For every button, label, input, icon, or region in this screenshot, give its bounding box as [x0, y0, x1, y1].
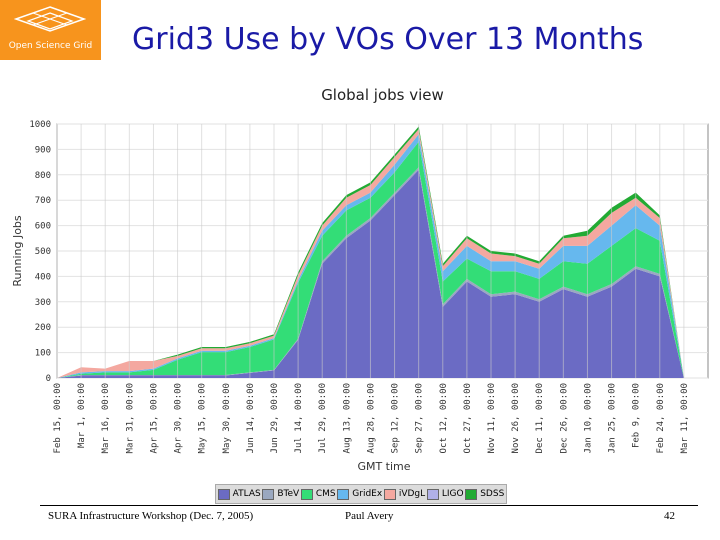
x-tick-label: Jun 29, 00:00 [270, 383, 280, 453]
x-tick-label: May 15, 00:00 [198, 383, 208, 453]
legend-swatch [465, 488, 478, 500]
legend-item-gridex: GridEx [337, 488, 383, 500]
x-tick-label: Aug 28, 00:00 [366, 383, 376, 453]
grid-logo-icon [14, 6, 86, 32]
x-tick-label: May 30, 00:00 [222, 383, 232, 453]
footer-workshop: SURA Infrastructure Workshop (Dec. 7, 20… [48, 510, 254, 522]
x-tick-label: Jan 10, 00:00 [583, 383, 593, 453]
legend-swatch [217, 488, 230, 500]
legend-swatch [300, 488, 313, 500]
legend-label: CMS [315, 489, 336, 499]
x-axis-label: GMT time [357, 460, 410, 473]
y-tick-label: 900 [35, 145, 51, 155]
legend-item-ligo: LIGO [426, 488, 464, 500]
x-tick-label: Feb 9, 00:00 [632, 383, 642, 448]
chart-legend: ATLAS BTeV CMS GridEx iVDgL LIGO SDSS [215, 484, 507, 504]
x-tick-label: Sep 27, 00:00 [415, 383, 425, 453]
x-tick-label: Aug 13, 00:00 [342, 383, 352, 453]
y-tick-label: 100 [35, 349, 51, 359]
logo-text: Open Science Grid [8, 41, 93, 51]
jobs-chart: Global jobs view 0 100 200 300 400 500 600 700 80… [11, 86, 709, 473]
x-tick-label: Feb 24, 00:00 [656, 383, 666, 453]
y-tick-label: 700 [35, 196, 51, 206]
legend-label: BTeV [277, 489, 300, 499]
x-tick-label: Nov 11, 00:00 [487, 383, 497, 453]
y-tick-label: 400 [35, 272, 51, 282]
x-tick-label: Apr 15, 00:00 [149, 383, 159, 453]
x-tick-label: Jul 29, 00:00 [318, 383, 328, 453]
footer-author: Paul Avery [345, 510, 394, 522]
legend-item-ivdgl: iVDgL [383, 488, 426, 500]
legend-item-cms: CMS [300, 488, 336, 500]
legend-item-sdss: SDSS [465, 488, 505, 500]
x-tick-label: Jun 14, 00:00 [246, 383, 256, 453]
legend-item-btev: BTeV [262, 488, 300, 500]
x-tick-label: Jul 14, 00:00 [294, 383, 304, 453]
x-tick-label: Jan 25, 00:00 [608, 383, 618, 453]
y-tick-label: 200 [35, 323, 51, 333]
x-tick-label: Sep 12, 00:00 [391, 383, 401, 453]
x-tick-label: Feb 15, 00:00 [53, 383, 63, 453]
chart-title: Global jobs view [321, 86, 444, 104]
x-tick-label: Mar 1, 00:00 [77, 383, 87, 448]
legend-label: iVDgL [398, 489, 426, 499]
x-tick-label: Mar 31, 00:00 [125, 383, 135, 453]
legend-label: GridEx [352, 489, 383, 499]
x-tick-label: Oct 27, 00:00 [463, 383, 473, 453]
legend-swatch [383, 488, 396, 500]
legend-item-atlas: ATLAS [217, 488, 261, 500]
legend-label: SDSS [480, 489, 505, 499]
y-tick-label: 1000 [29, 120, 51, 130]
y-tick-label: 600 [35, 222, 51, 232]
y-tick-label: 800 [35, 171, 51, 181]
slide-title: Grid3 Use by VOs Over 13 Months [132, 22, 644, 57]
x-tick-label: Dec 11, 00:00 [535, 383, 545, 453]
y-tick-label: 0 [46, 374, 51, 384]
x-tick-label: Mar 16, 00:00 [101, 383, 111, 453]
y-tick-label: 500 [35, 247, 51, 257]
legend-swatch [337, 488, 350, 500]
page-number: 42 [664, 510, 675, 522]
legend-label: ATLAS [232, 489, 261, 499]
y-axis-label: Running Jobs [11, 215, 24, 287]
x-tick-label: Mar 11, 00:00 [680, 383, 690, 453]
legend-label: LIGO [441, 489, 464, 499]
x-tick-label: Nov 26, 00:00 [511, 383, 521, 453]
x-tick-label: Apr 30, 00:00 [174, 383, 184, 453]
legend-swatch [262, 488, 275, 500]
legend-swatch [426, 488, 439, 500]
series-area-gridex [57, 134, 684, 378]
y-tick-label: 300 [35, 298, 51, 308]
x-tick-label: Dec 26, 00:00 [559, 383, 569, 453]
osg-logo: Open Science Grid [0, 0, 101, 60]
footer-divider [40, 505, 698, 506]
x-tick-label: Oct 12, 00:00 [439, 383, 449, 453]
